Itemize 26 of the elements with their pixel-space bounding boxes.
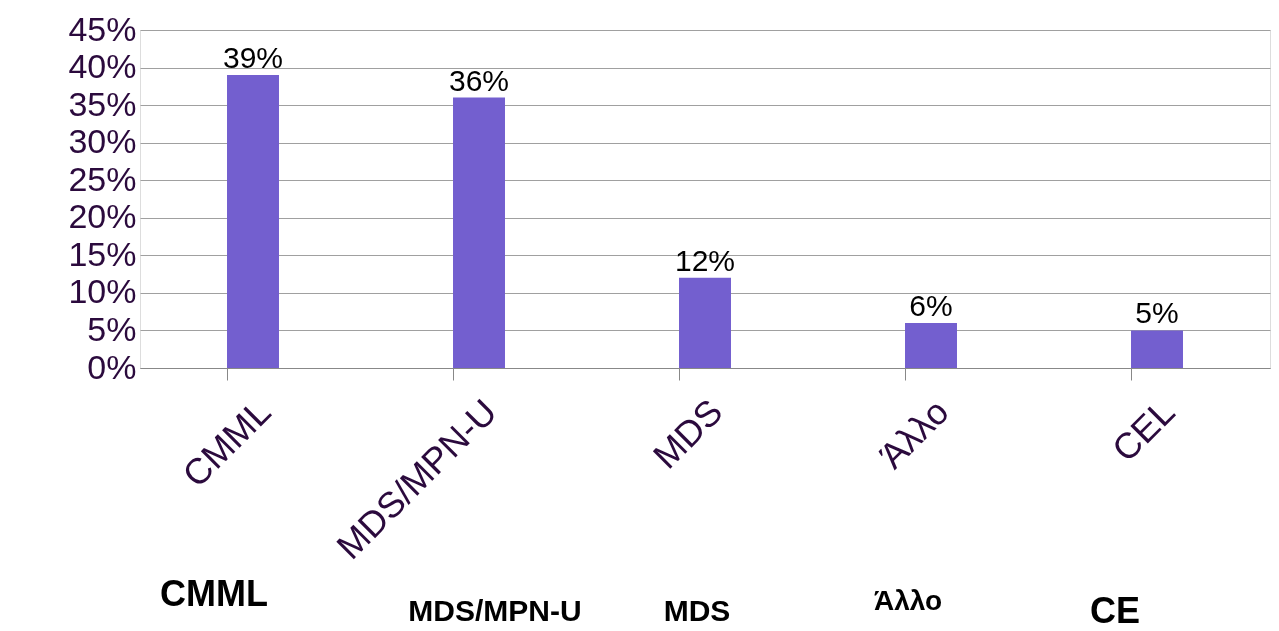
y-tick-label: 35% [68,84,137,123]
bar [453,97,505,368]
text: Άλλο [873,585,943,616]
text: CE [1089,590,1141,631]
data-label: 36% [448,63,510,97]
y-tick-label: 45% [68,9,137,48]
y-tick-label: 25% [68,159,137,198]
data-label: 39% [222,41,284,75]
data-label: 12% [674,243,736,277]
bar [679,277,731,368]
bar [1131,330,1183,368]
text: MDS [663,594,731,627]
bar [905,322,957,368]
bar [227,75,279,368]
y-tick-label: 30% [68,122,137,161]
data-label: 5% [1135,296,1179,330]
y-tick-label: 40% [68,47,137,86]
text: CMML [160,573,268,614]
y-tick-label: 5% [87,309,137,348]
data-label: 6% [909,288,953,322]
y-tick-label: 10% [68,272,137,311]
text: MDS/MPN-U [408,594,582,627]
y-tick-label: 20% [68,197,137,236]
x-tick-label: CEL [1103,390,1183,470]
y-tick-label: 0% [87,347,137,386]
y-tick-label: 15% [68,234,137,273]
